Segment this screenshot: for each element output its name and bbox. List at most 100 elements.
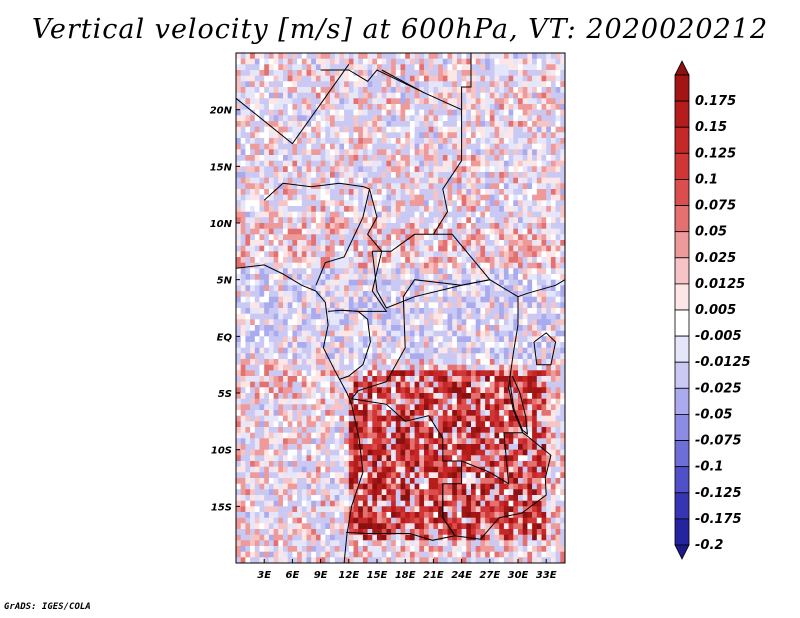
- field-cell: [480, 53, 486, 59]
- field-cell: [315, 336, 321, 343]
- field-cell: [522, 347, 528, 354]
- field-cell: [348, 121, 354, 127]
- field-cell: [527, 285, 533, 292]
- field-cell: [367, 359, 373, 365]
- field-cell: [339, 262, 345, 269]
- field-cell: [414, 98, 420, 105]
- field-cell: [325, 268, 331, 275]
- field-cell: [499, 115, 505, 122]
- field-cell: [405, 257, 411, 263]
- field-cell: [292, 53, 298, 59]
- field-cell: [395, 313, 401, 320]
- field-cell: [442, 194, 448, 201]
- field-cell: [306, 370, 312, 377]
- field-cell: [391, 449, 397, 456]
- field-cell: [461, 432, 467, 439]
- field-cell: [278, 138, 284, 144]
- field-cell: [353, 336, 359, 343]
- field-cell: [320, 58, 326, 65]
- field-cell: [508, 415, 514, 422]
- field-cell: [532, 245, 538, 252]
- field-cell: [475, 160, 481, 167]
- field-cell: [287, 449, 293, 456]
- field-cell: [442, 404, 448, 411]
- field-cell: [292, 92, 298, 99]
- field-cell: [250, 138, 256, 144]
- field-cell: [466, 291, 472, 297]
- field-cell: [311, 262, 317, 269]
- field-cell: [287, 217, 293, 224]
- field-cell: [489, 302, 495, 309]
- field-cell: [414, 115, 420, 122]
- field-cell: [461, 370, 467, 377]
- field-cell: [245, 404, 251, 411]
- field-cell: [532, 427, 538, 433]
- field-cell: [283, 53, 288, 59]
- field-cell: [419, 364, 425, 371]
- field-cell: [414, 393, 420, 399]
- field-cell: [405, 223, 411, 229]
- field-cell: [273, 183, 279, 190]
- field-cell: [475, 268, 481, 275]
- field-cell: [391, 228, 397, 235]
- field-cell: [550, 240, 556, 246]
- field-cell: [532, 302, 538, 309]
- field-cell: [348, 353, 354, 360]
- field-cell: [367, 81, 373, 88]
- field-cell: [377, 143, 382, 150]
- field-cell: [419, 183, 425, 190]
- field-cell: [391, 53, 397, 59]
- field-cell: [541, 58, 547, 65]
- field-cell: [297, 427, 303, 433]
- field-cell: [367, 449, 373, 456]
- field-cell: [250, 172, 256, 178]
- field-cell: [433, 155, 439, 161]
- field-cell: [442, 172, 448, 178]
- field-cell: [362, 70, 368, 76]
- field-cell: [259, 438, 265, 445]
- field-cell: [518, 132, 523, 139]
- field-cell: [372, 183, 378, 190]
- field-cell: [381, 166, 387, 173]
- field-cell: [461, 291, 467, 297]
- field-cell: [527, 206, 533, 212]
- field-cell: [522, 415, 528, 422]
- field-cell: [381, 296, 387, 303]
- field-cell: [339, 81, 345, 88]
- field-cell: [339, 308, 345, 314]
- field-cell: [499, 296, 505, 303]
- field-cell: [471, 149, 476, 156]
- field-cell: [527, 330, 533, 337]
- field-cell: [532, 87, 538, 93]
- field-cell: [391, 115, 397, 122]
- field-cell: [273, 291, 279, 297]
- field-cell: [419, 87, 425, 93]
- field-cell: [447, 296, 453, 303]
- field-cell: [320, 376, 326, 382]
- field-cell: [236, 347, 241, 354]
- field-cell: [438, 296, 444, 303]
- field-cell: [348, 296, 354, 303]
- field-cell: [447, 291, 453, 297]
- field-cell: [236, 251, 241, 258]
- field-cell: [264, 285, 270, 292]
- field-cell: [428, 206, 434, 212]
- field-cell: [550, 415, 556, 422]
- field-cell: [306, 64, 312, 71]
- field-cell: [527, 319, 533, 326]
- field-cell: [287, 308, 293, 314]
- field-cell: [475, 376, 481, 382]
- field-cell: [452, 364, 458, 371]
- field-cell: [391, 438, 397, 445]
- field-cell: [466, 262, 472, 269]
- field-cell: [405, 53, 411, 59]
- field-cell: [250, 194, 256, 201]
- field-cell: [259, 126, 265, 133]
- field-cell: [250, 132, 256, 139]
- field-cell: [433, 189, 439, 195]
- field-cell: [414, 81, 420, 88]
- field-cell: [264, 444, 270, 450]
- field-cell: [452, 398, 458, 405]
- field-cell: [240, 330, 246, 337]
- field-cell: [301, 455, 307, 462]
